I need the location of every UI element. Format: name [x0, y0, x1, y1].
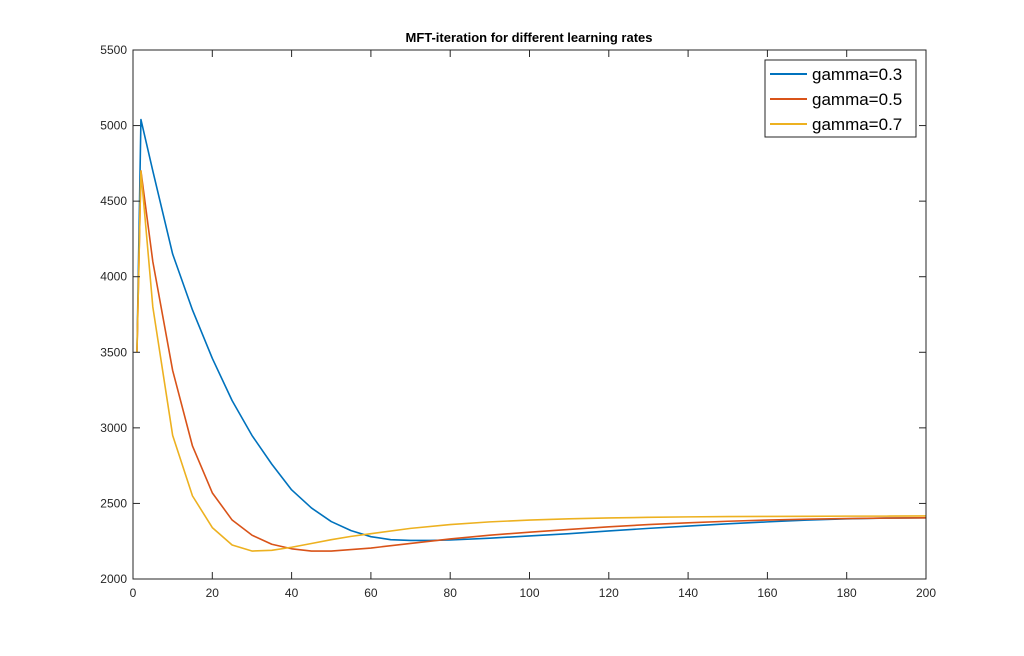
y-tick-label: 4000	[100, 270, 127, 284]
series-line-1	[136, 118, 927, 542]
x-tick-label: 0	[130, 586, 137, 600]
legend-label-3: gamma=0.7	[812, 115, 902, 134]
x-tick-label: 20	[206, 586, 220, 600]
legend-label-2: gamma=0.5	[812, 90, 902, 109]
x-tick-label: 80	[444, 586, 458, 600]
y-tick-label: 5500	[100, 43, 127, 57]
y-tick-label: 2500	[100, 496, 127, 510]
x-tick-label: 140	[678, 586, 698, 600]
x-tick-label: 180	[837, 586, 857, 600]
chart-title: MFT-iteration for different learning rat…	[405, 30, 652, 45]
x-tick-label: 40	[285, 586, 299, 600]
series-line-3	[136, 170, 927, 552]
x-tick-label: 60	[364, 586, 378, 600]
legend-label-1: gamma=0.3	[812, 65, 902, 84]
x-tick-label: 100	[519, 586, 539, 600]
y-tick-label: 2000	[100, 572, 127, 586]
y-tick-label: 5000	[100, 119, 127, 133]
legend: gamma=0.3 gamma=0.5 gamma=0.7	[764, 59, 917, 138]
x-tick-label: 160	[757, 586, 777, 600]
y-tick-label: 3000	[100, 421, 127, 435]
y-tick-label: 3500	[100, 345, 127, 359]
y-tick-label: 4500	[100, 194, 127, 208]
series-line-2	[136, 170, 927, 552]
x-tick-label: 200	[916, 586, 936, 600]
x-tick-label: 120	[599, 586, 619, 600]
